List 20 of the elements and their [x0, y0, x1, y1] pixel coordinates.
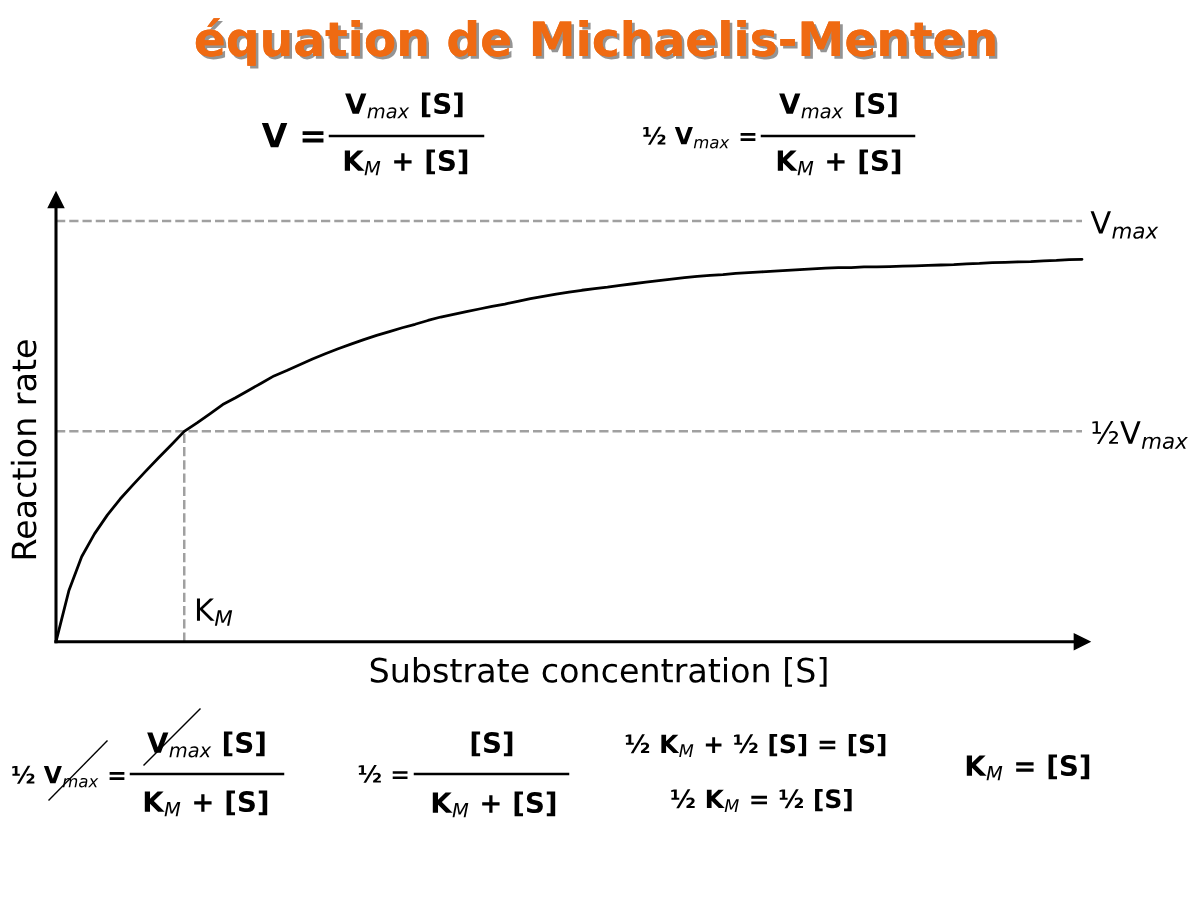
text: V$_{max}$ [S] — [779, 92, 897, 119]
y-axis-title: Reaction rate — [10, 340, 37, 559]
text: ½ = — [358, 764, 408, 783]
text: K$_{M}$ + [S] — [344, 149, 468, 176]
chart-title: équation de Michaelis-Menten — [195, 18, 998, 69]
text: [S] — [471, 731, 513, 757]
text: V$_{max}$ [S] — [345, 92, 463, 119]
ref-line-label: ½V$_{max}$ — [1092, 420, 1188, 449]
text: K$_{M}$ = [S] — [966, 754, 1090, 781]
text: ½ V$_{max}$ = — [643, 126, 756, 149]
annotation: K$_{M}$ — [196, 598, 233, 626]
ref-line-label: V$_{max}$ — [1090, 211, 1159, 239]
text: K$_{M}$ + [S] — [144, 790, 268, 817]
text: ½ K$_{M}$ + ½ [S] = [S] — [625, 733, 886, 757]
x-axis-title: Substrate concentration [S] — [370, 657, 827, 687]
text: K$_{M}$ + [S] — [777, 149, 901, 176]
text: K$_{M}$ + [S] — [432, 791, 556, 818]
text: ½ K$_{M}$ = ½ [S] — [671, 788, 852, 812]
text: V = — [261, 122, 324, 148]
text: V$_{max}$ [S] — [147, 731, 265, 758]
